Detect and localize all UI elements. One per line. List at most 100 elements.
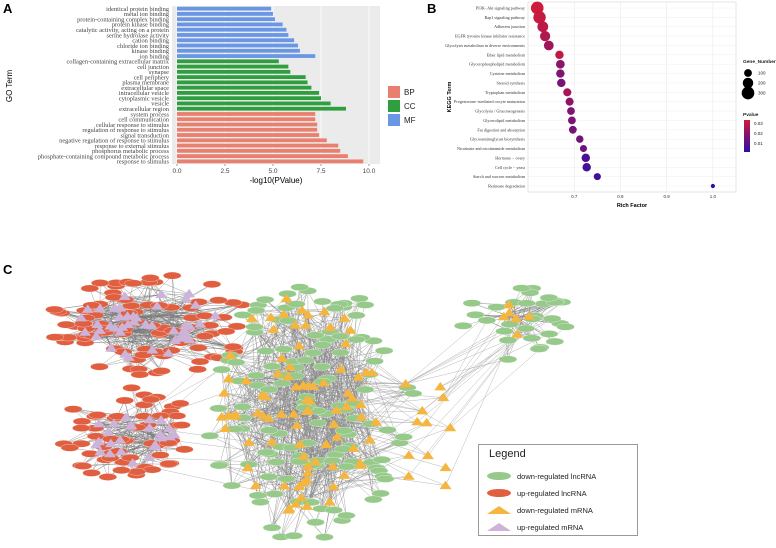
- triangle-node-icon: [365, 367, 378, 377]
- network-edge: [271, 456, 304, 528]
- triangle-node-icon: [330, 405, 343, 414]
- go-term-label: phosphate-containing compound metabolic …: [38, 153, 170, 160]
- network-edge: [336, 336, 341, 411]
- ellipse-node-icon: [188, 365, 207, 374]
- ellipse-node-icon: [130, 370, 149, 379]
- ellipse-node-icon: [378, 426, 397, 434]
- network-edge: [228, 385, 258, 416]
- triangle-node-icon: [439, 462, 452, 472]
- ellipse-node-icon: [324, 506, 343, 514]
- triangle-node-icon: [289, 320, 302, 329]
- go-bar: [177, 133, 320, 137]
- go-bar: [177, 154, 348, 158]
- ellipse-node-icon: [403, 389, 423, 398]
- triangle-node-icon: [309, 456, 322, 466]
- legend-label: BP: [404, 88, 415, 97]
- ellipse-node-icon: [296, 356, 315, 365]
- network-edge: [358, 337, 362, 378]
- triangle-node-icon: [338, 313, 351, 322]
- network-edge: [329, 462, 372, 503]
- size-legend-label: 300: [758, 91, 766, 96]
- x-tick-label: 10.0: [363, 168, 376, 175]
- triangle-node-icon: [249, 480, 262, 489]
- kegg-term-label: Nicotinate and nicotinamide metabolism: [457, 146, 526, 151]
- network-edge: [278, 372, 372, 434]
- triangle-node-icon: [155, 432, 168, 442]
- ellipse-node-icon: [60, 444, 80, 452]
- triangle-node-icon: [104, 438, 117, 448]
- network-edge: [254, 332, 324, 384]
- triangle-node-icon: [143, 422, 156, 432]
- triangle-node-icon: [119, 412, 132, 421]
- ellipse-node-icon: [202, 280, 222, 288]
- ellipse-node-icon: [86, 432, 106, 441]
- go-term-label: serine hydrolase activity: [107, 32, 170, 39]
- network-edge: [247, 407, 305, 468]
- triangle-node-icon: [194, 319, 207, 328]
- triangle-node-icon: [168, 335, 181, 344]
- kegg-point: [543, 40, 554, 51]
- ellipse-node-icon: [73, 462, 93, 470]
- triangle-node-icon: [340, 401, 353, 411]
- network-edge: [405, 359, 508, 385]
- triangle-node-icon: [323, 496, 336, 506]
- ellipse-node-icon: [331, 332, 350, 341]
- ellipse-swatch-icon: [487, 472, 511, 480]
- ellipse-node-icon: [163, 271, 182, 280]
- x-tick-label: 5.0: [268, 168, 277, 175]
- triangle-node-icon: [241, 462, 254, 472]
- triangle-node-icon: [355, 411, 368, 421]
- ellipse-node-icon: [325, 304, 345, 313]
- network-edge: [262, 410, 423, 416]
- legend-swatch: [388, 114, 400, 126]
- size-legend-title: Gene_Number: [743, 59, 776, 65]
- ellipse-node-icon: [262, 523, 282, 532]
- go-bar: [177, 75, 306, 79]
- kegg-term-label: Glycolysis / Gluconeogenesis: [475, 109, 525, 114]
- network-edge: [288, 376, 406, 385]
- ellipse-node-icon: [209, 461, 229, 470]
- triangle-node-icon: [262, 413, 275, 422]
- go-term-label: metal ion binding: [124, 11, 170, 18]
- triangle-node-icon: [163, 423, 176, 432]
- go-bar: [177, 12, 273, 16]
- network-edge: [224, 392, 340, 406]
- network-edge: [264, 299, 341, 370]
- triangle-node-icon: [143, 414, 156, 424]
- ellipse-node-icon: [529, 345, 548, 353]
- network-edge: [257, 412, 349, 435]
- go-term-label: synapse: [149, 69, 169, 76]
- triangle-node-icon: [107, 418, 120, 428]
- network-edge: [97, 304, 242, 325]
- kegg-bubble-chart: PI3K−Akt signaling pathway Rap1 signaling…: [445, 1, 776, 209]
- triangle-node-icon: [218, 388, 231, 397]
- go-bar: [177, 33, 289, 37]
- ellipse-node-icon: [255, 295, 275, 304]
- triangle-node-icon: [331, 432, 344, 441]
- go-bar: [177, 159, 364, 164]
- triangle-node-icon: [189, 300, 202, 309]
- go-term-label: cell communication: [118, 117, 169, 124]
- go-term-label: cell periphery: [134, 74, 170, 81]
- triangle-node-icon: [342, 388, 355, 397]
- ellipse-node-icon: [512, 284, 531, 292]
- ellipse-node-icon: [516, 324, 536, 333]
- ellipse-node-icon: [124, 279, 143, 288]
- triangle-node-icon: [284, 362, 297, 371]
- ellipse-node-icon: [222, 481, 241, 490]
- triangle-node-icon: [75, 312, 88, 322]
- triangle-node-icon: [119, 349, 132, 358]
- network-edge: [120, 332, 201, 362]
- triangle-node-icon: [344, 325, 357, 334]
- triangle-node-icon: [339, 338, 352, 348]
- network-edge: [113, 423, 146, 468]
- ellipse-node-icon: [159, 460, 178, 468]
- network-edge: [339, 304, 354, 449]
- ellipse-node-icon: [306, 331, 325, 340]
- network-edge: [336, 340, 374, 411]
- go-x-axis-label: -log10(PValue): [250, 176, 303, 185]
- triangle-node-icon: [301, 405, 314, 414]
- triangle-node-icon: [178, 325, 191, 334]
- triangle-node-icon: [121, 311, 134, 320]
